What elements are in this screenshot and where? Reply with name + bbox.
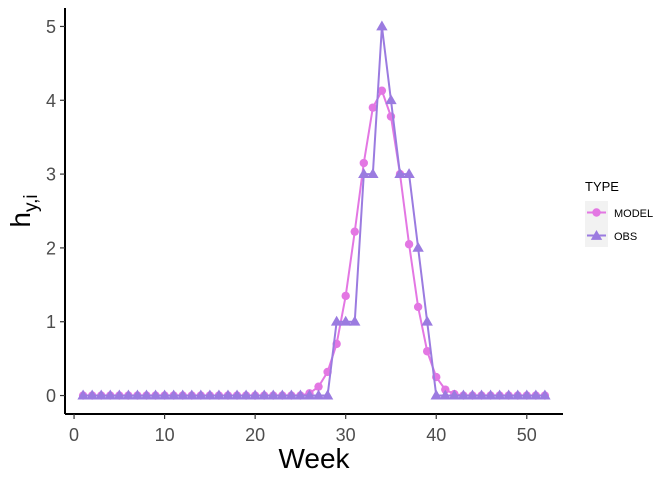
data-point: [195, 389, 207, 400]
data-point: [484, 389, 497, 400]
data-point: [86, 389, 98, 400]
data-point: [493, 389, 506, 400]
x-tick-label: 10: [155, 425, 175, 445]
x-tick-label: 30: [336, 425, 356, 445]
data-point: [350, 227, 359, 236]
data-point: [376, 20, 388, 31]
y-tick-label: 3: [46, 165, 56, 185]
data-point: [177, 389, 189, 400]
data-point: [104, 389, 116, 400]
legend-key-marker: [590, 230, 603, 240]
x-tick-label: 20: [245, 425, 265, 445]
data-point: [502, 389, 515, 400]
data-point: [312, 389, 325, 400]
data-point: [222, 389, 234, 400]
legend-title: TYPE: [585, 179, 619, 194]
legend: TYPE MODEL OBS: [585, 179, 653, 247]
data-point: [439, 389, 451, 400]
data-point: [140, 389, 153, 400]
data-point: [413, 302, 423, 312]
data-point: [95, 389, 107, 400]
axis-ticks: 0 10 20 30 40 50 0 1 2 3 4 5: [46, 17, 537, 445]
legend-label: MODEL: [614, 208, 653, 220]
data-point: [285, 389, 298, 400]
data-point: [314, 382, 323, 391]
data-point: [385, 94, 397, 105]
y-axis-title-main: h: [5, 212, 36, 228]
data-point: [303, 389, 316, 400]
data-point: [131, 389, 144, 400]
data-point: [158, 389, 171, 400]
data-point: [249, 389, 261, 400]
data-point: [276, 389, 289, 400]
data-point: [457, 389, 470, 400]
x-tick-label: 0: [69, 425, 79, 445]
y-tick-label: 2: [46, 238, 56, 258]
legend-key-marker: [592, 208, 601, 217]
data-point: [258, 389, 270, 400]
data-point: [204, 389, 216, 400]
data-point: [149, 389, 162, 400]
data-point: [448, 389, 461, 400]
data-point: [475, 389, 488, 400]
legend-item-obs: OBS: [585, 224, 637, 247]
data-point: [403, 168, 415, 178]
data-series: [77, 20, 551, 400]
data-point: [412, 241, 424, 252]
data-point: [349, 315, 361, 326]
data-point: [113, 389, 126, 400]
legend-label: OBS: [614, 231, 637, 243]
series-obs: [77, 20, 551, 400]
data-point: [512, 389, 524, 400]
series-line-obs: [83, 25, 545, 397]
data-point: [377, 86, 387, 95]
data-point: [430, 389, 442, 400]
y-axis-title: hy,i: [5, 194, 42, 227]
y-tick-label: 0: [46, 386, 56, 406]
data-point: [339, 315, 352, 326]
x-tick-label: 40: [426, 425, 446, 445]
y-tick-label: 5: [46, 17, 56, 37]
data-point: [77, 389, 89, 400]
data-point: [321, 389, 334, 400]
data-point: [367, 168, 379, 178]
x-tick-label: 50: [517, 425, 537, 445]
data-point: [530, 389, 542, 400]
data-point: [368, 103, 378, 112]
data-point: [521, 389, 533, 400]
data-point: [240, 389, 252, 400]
data-point: [267, 389, 279, 400]
series-model: [78, 86, 550, 400]
axes: [64, 8, 563, 415]
data-point: [330, 315, 343, 326]
data-point: [186, 389, 198, 400]
y-tick-label: 1: [46, 312, 56, 332]
data-point: [359, 158, 368, 168]
legend-item-model: MODEL: [585, 201, 653, 224]
data-point: [539, 389, 551, 400]
y-tick-label: 4: [46, 91, 56, 111]
series-line-model: [83, 89, 545, 397]
data-point: [466, 389, 479, 400]
data-point: [213, 389, 225, 400]
data-point: [294, 389, 307, 400]
data-point: [341, 291, 350, 301]
data-point: [231, 389, 243, 400]
data-point: [358, 168, 370, 178]
x-axis-title: Week: [278, 443, 350, 474]
data-point: [421, 315, 433, 326]
data-point: [394, 168, 406, 178]
data-point: [404, 240, 414, 249]
data-point: [422, 347, 432, 356]
data-point: [167, 389, 180, 400]
data-point: [122, 389, 135, 400]
y-axis-title-subscript: y,i: [21, 194, 42, 212]
